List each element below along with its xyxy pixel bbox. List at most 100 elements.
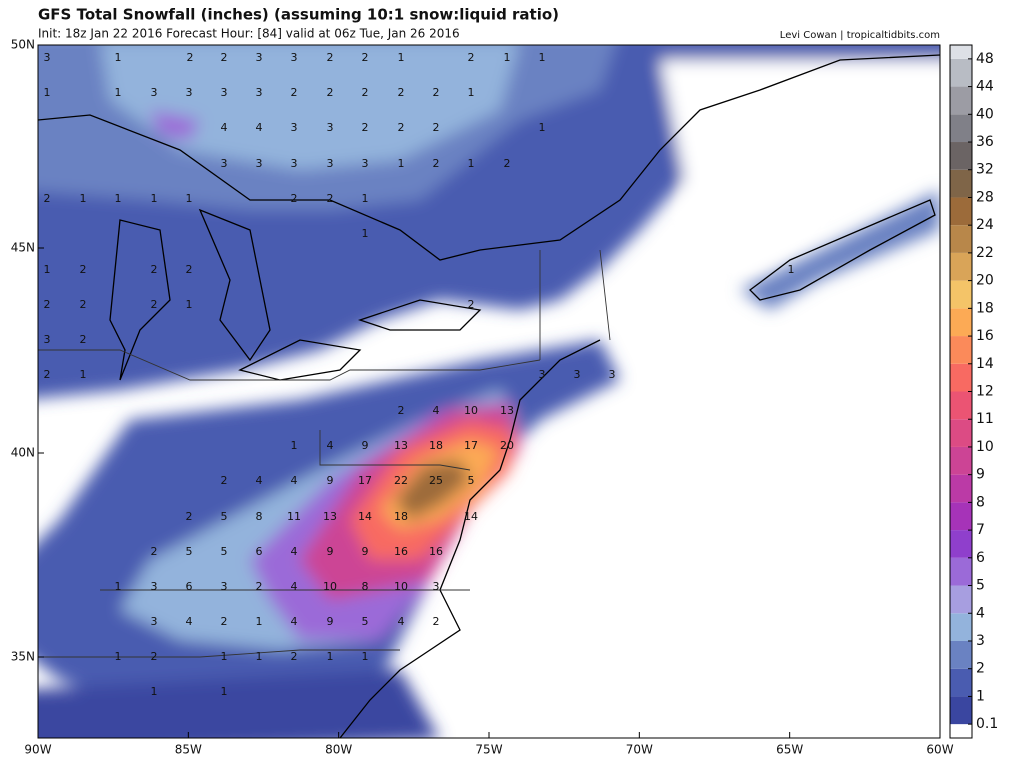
point-label: 4 (186, 615, 193, 628)
point-label: 2 (80, 263, 87, 276)
point-label: 13 (323, 510, 337, 523)
lon-label: 75W (475, 743, 502, 757)
point-label: 2 (291, 86, 298, 99)
point-label: 10 (464, 404, 478, 417)
colorbar-band (950, 446, 972, 475)
lat-label: 40N (11, 446, 35, 460)
colorbar-band (950, 225, 972, 253)
point-label: 14 (358, 510, 372, 523)
point-label: 2 (221, 474, 228, 487)
point-label: 3 (151, 615, 158, 628)
point-label: 2 (327, 51, 334, 64)
point-label: 3 (221, 86, 228, 99)
point-label: 2 (468, 51, 475, 64)
point-label: 1 (504, 51, 511, 64)
point-label: 3 (186, 86, 193, 99)
colorbar-label: 28 (976, 189, 994, 205)
point-label: 4 (291, 580, 298, 593)
point-label: 3 (433, 580, 440, 593)
point-label: 14 (464, 510, 478, 523)
point-label: 1 (398, 51, 405, 64)
colorbar-label: 0.1 (976, 716, 998, 732)
colorbar-band (950, 668, 972, 697)
lon-label: 60W (926, 743, 953, 757)
lon-label: 85W (175, 743, 202, 757)
point-label: 9 (327, 474, 334, 487)
point-label: 2 (151, 650, 158, 663)
point-label: 2 (80, 298, 87, 311)
point-label: 2 (433, 121, 440, 134)
point-label: 3 (291, 121, 298, 134)
point-label: 9 (362, 439, 369, 452)
point-label: 1 (186, 192, 193, 205)
point-label: 1 (468, 86, 475, 99)
point-label: 2 (362, 86, 369, 99)
colorbar-band (950, 474, 972, 503)
point-label: 4 (291, 545, 298, 558)
point-label: 3 (574, 368, 581, 381)
point-label: 9 (327, 545, 334, 558)
point-label: 4 (291, 615, 298, 628)
borders (38, 249, 611, 658)
colorbar-label: 7 (976, 522, 985, 538)
point-label: 25 (429, 474, 443, 487)
point-label: 1 (115, 86, 122, 99)
point-label: 1 (362, 650, 369, 663)
colorbar-band (950, 280, 972, 309)
point-label: 2 (44, 192, 51, 205)
colorbar-label: 8 (976, 494, 985, 510)
point-label: 4 (433, 404, 440, 417)
colorbar-band (950, 640, 972, 669)
point-label: 1 (539, 121, 546, 134)
colorbar-band (950, 336, 972, 364)
colorbar-band (950, 169, 972, 198)
colorbar-band (950, 45, 972, 59)
colorbar-label: 6 (976, 550, 985, 566)
colorbar-band (950, 530, 972, 558)
point-label: 9 (327, 615, 334, 628)
point-label: 6 (256, 545, 263, 558)
point-label: 2 (291, 650, 298, 663)
colorbar-label: 4 (976, 605, 985, 621)
point-label: 2 (468, 298, 475, 311)
colorbar: 0.11234567891011121416182022242832364044… (949, 44, 998, 739)
point-label: 2 (187, 51, 194, 64)
point-label: 2 (256, 580, 263, 593)
colorbar-band (950, 613, 972, 641)
colorbar-band (950, 308, 972, 337)
colorbar-band (950, 142, 972, 170)
point-label: 1 (44, 86, 51, 99)
point-label: 3 (327, 157, 334, 170)
point-label: 1 (398, 157, 405, 170)
colorbar-label: 18 (976, 300, 994, 316)
point-label: 2 (327, 192, 334, 205)
point-label: 1 (115, 51, 122, 64)
point-label: 4 (398, 615, 405, 628)
point-label: 13 (394, 439, 408, 452)
point-label: 2 (44, 298, 51, 311)
point-label: 3 (362, 157, 369, 170)
point-label: 2 (433, 157, 440, 170)
point-label: 3 (609, 368, 616, 381)
lat-label: 50N (11, 38, 35, 52)
colorbar-label: 1 (976, 688, 985, 704)
point-labels: 3 1 2 2 3 3 2 2 1 2 1 11 1 3 3 3 3 2 2 2 2 2 14 4 3 3 2 2 2 13 3 3 3 3 1 2 1… (44, 51, 795, 698)
lat-label: 45N (11, 241, 35, 255)
colorbar-label: 36 (976, 134, 994, 150)
point-label: 1 (539, 51, 546, 64)
point-label: 2 (327, 86, 334, 99)
colorbar-band (950, 557, 972, 586)
point-label: 1 (44, 263, 51, 276)
point-label: 3 (151, 580, 158, 593)
point-label: 3 (256, 51, 263, 64)
point-label: 16 (429, 545, 443, 558)
point-label: 5 (362, 615, 369, 628)
point-label: 1 (186, 298, 193, 311)
point-label: 4 (256, 474, 263, 487)
point-label: 1 (256, 650, 263, 663)
point-label: 16 (394, 545, 408, 558)
colorbar-band (950, 585, 972, 614)
point-label: 1 (151, 192, 158, 205)
point-label: 2 (221, 51, 228, 64)
